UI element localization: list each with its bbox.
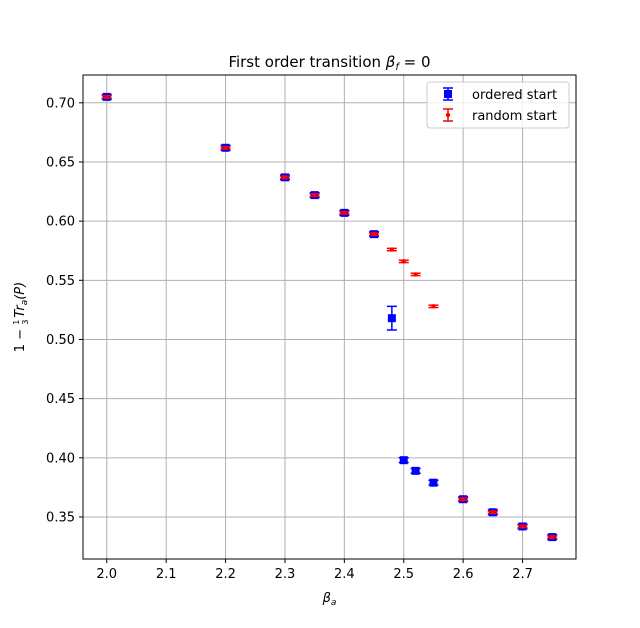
x-tick-label: 2.5	[393, 567, 414, 582]
data-point-dot	[104, 94, 109, 100]
y-axis-label: 1 − 13Tra(P)	[12, 282, 30, 352]
grid	[83, 75, 576, 559]
data-point-dot	[460, 497, 466, 502]
data-point-square	[411, 466, 420, 475]
data-series	[101, 92, 558, 542]
legend: ordered start random start	[426, 81, 570, 129]
data-point-dot	[490, 510, 496, 515]
data-point-square	[429, 478, 438, 487]
legend-random-start-marker	[443, 108, 453, 122]
data-point-dot	[282, 175, 288, 180]
x-tick-label: 2.6	[453, 567, 474, 582]
legend-dot-marker	[445, 112, 451, 118]
x-tick-label: 2.0	[96, 567, 117, 582]
data-point-dot	[223, 145, 228, 150]
data-point-dot	[413, 272, 418, 277]
y-tick-label: 0.40	[46, 451, 75, 466]
data-point-square	[399, 456, 408, 465]
data-point-dot	[431, 304, 436, 309]
chart-title: First order transition βf = 0	[228, 53, 430, 73]
y-tick-label: 0.70	[46, 96, 75, 111]
data-point-dot	[520, 524, 525, 529]
axis-ticks: 2.0 2.1 2.2 2.3 2.4 2.5 2.6 2.7 0.35 0.40 0.45 0.50…	[46, 96, 533, 582]
x-axis-label: βa	[322, 591, 337, 608]
series-random-start	[101, 94, 558, 540]
svg-text:1 − 13Tra(P): 1 − 13Tra(P)	[12, 282, 30, 352]
legend-random-start-label: random start	[472, 109, 557, 124]
x-tick-label: 2.3	[275, 567, 296, 582]
x-tick-label: 2.1	[156, 567, 177, 582]
x-tick-label: 2.4	[334, 567, 355, 582]
y-tick-label: 0.55	[46, 274, 75, 289]
y-tick-label: 0.45	[46, 392, 75, 407]
legend-ordered-start-marker	[443, 87, 453, 101]
data-point-dot	[342, 210, 347, 216]
data-point-square	[387, 314, 396, 323]
legend-square-marker	[444, 90, 452, 98]
data-point-dot	[389, 247, 395, 252]
y-tick-label: 0.65	[46, 155, 75, 170]
plot-frame	[82, 74, 577, 560]
x-tick-label: 2.2	[215, 567, 236, 582]
legend-box	[426, 81, 570, 129]
data-point-dot	[312, 192, 317, 198]
x-tick-label: 2.7	[512, 567, 533, 582]
y-tick-label: 0.60	[46, 215, 75, 230]
legend-ordered-start-label: ordered start	[472, 88, 557, 103]
y-tick-label: 0.50	[46, 333, 75, 348]
data-point-dot	[550, 534, 555, 540]
data-point-dot	[371, 231, 377, 237]
y-tick-label: 0.35	[46, 510, 75, 525]
data-point-dot	[401, 259, 406, 264]
